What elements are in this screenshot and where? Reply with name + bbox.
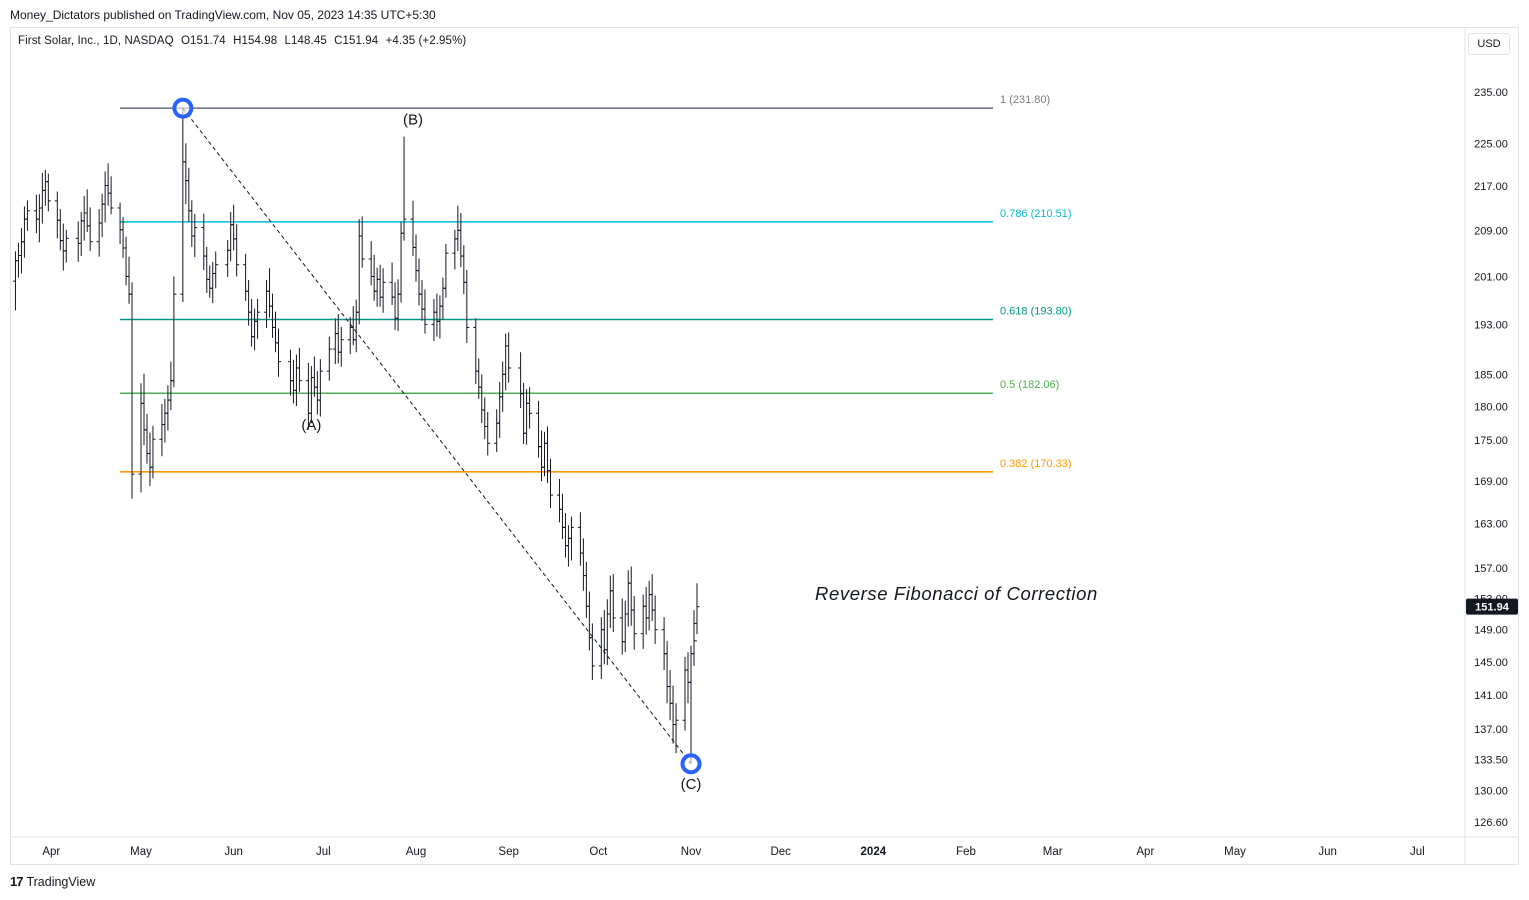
low-value: L148.45	[284, 35, 327, 47]
tradingview-logo-icon: 17	[10, 874, 24, 889]
footer-brand[interactable]: 17 TradingView	[10, 874, 95, 889]
chart-frame	[10, 27, 1519, 865]
symbol-name[interactable]: First Solar, Inc., 1D, NASDAQ	[18, 35, 174, 47]
brand-name: TradingView	[26, 874, 96, 889]
close-value: C151.94	[334, 35, 379, 47]
symbol-legend: First Solar, Inc., 1D, NASDAQ O151.74 H1…	[18, 35, 470, 47]
currency-button[interactable]: USD	[1468, 33, 1510, 55]
high-value: H154.98	[233, 35, 278, 47]
publish-info: Money_Dictators published on TradingView…	[10, 8, 436, 22]
change-value: +4.35 (+2.95%)	[385, 35, 467, 47]
open-value: O151.74	[180, 35, 226, 47]
